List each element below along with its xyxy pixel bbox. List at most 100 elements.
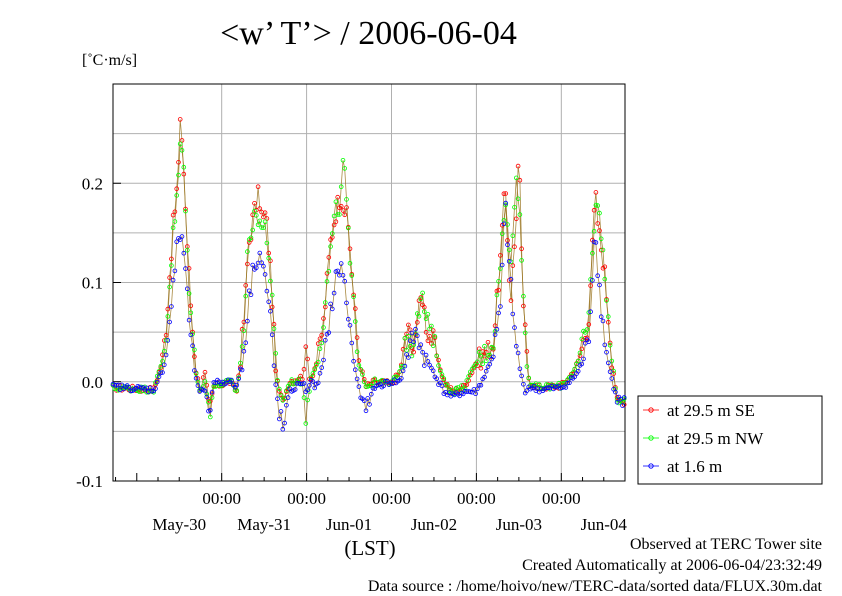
data-point — [278, 409, 284, 414]
data-point — [411, 342, 417, 348]
data-point — [156, 374, 162, 380]
data-point — [310, 371, 316, 376]
data-point — [172, 219, 178, 224]
data-point — [466, 374, 471, 379]
data-point — [315, 359, 321, 365]
data-point — [169, 263, 174, 268]
data-point — [176, 160, 181, 165]
data-point — [512, 325, 517, 330]
data-point — [584, 335, 590, 341]
data-point — [192, 347, 197, 353]
legend-label: at 29.5 m NW — [667, 429, 764, 448]
data-point — [425, 359, 431, 364]
data-point — [459, 383, 464, 388]
x-axis-label: (LST) — [344, 536, 396, 560]
data-point — [505, 242, 510, 248]
data-point — [425, 312, 431, 317]
data-point — [183, 266, 188, 271]
data-point — [420, 290, 425, 296]
data-point — [209, 389, 215, 395]
data-point — [356, 362, 362, 368]
data-point — [421, 304, 427, 310]
data-point — [261, 225, 266, 231]
chart-title: <w’ T’> / 2006-06-04 — [220, 15, 517, 52]
data-point — [483, 368, 489, 374]
data-point — [342, 166, 348, 171]
x-tick-label: 00:00 — [542, 489, 581, 508]
data-point — [515, 163, 521, 169]
data-point — [478, 382, 484, 388]
data-point — [361, 376, 367, 382]
data-point — [600, 247, 606, 253]
data-point — [593, 240, 599, 245]
data-point — [245, 261, 250, 267]
data-point — [361, 379, 367, 385]
data-point — [351, 292, 356, 298]
data-point — [513, 343, 519, 349]
x-date-label: May-31 — [237, 515, 291, 534]
data-point — [492, 332, 498, 338]
data-point — [273, 382, 279, 387]
data-point — [483, 358, 489, 364]
data-point — [418, 342, 424, 348]
data-point — [522, 330, 528, 336]
data-point — [579, 361, 585, 367]
data-point — [271, 326, 277, 332]
data-point — [315, 380, 321, 386]
data-point — [253, 213, 259, 218]
data-point — [496, 310, 501, 316]
data-point — [597, 228, 602, 233]
data-point — [347, 246, 353, 252]
series-group — [110, 117, 627, 432]
data-point — [338, 203, 344, 209]
data-point — [607, 342, 613, 348]
data-point — [162, 348, 167, 354]
data-point — [480, 361, 486, 367]
data-point — [370, 385, 376, 391]
data-point — [248, 235, 254, 241]
data-point — [413, 326, 418, 332]
data-point — [513, 216, 519, 222]
data-point — [185, 248, 190, 253]
data-point — [609, 358, 615, 364]
data-point — [241, 328, 247, 334]
data-point — [526, 375, 531, 381]
x-date-label: Jun-01 — [326, 515, 372, 534]
data-point — [273, 351, 279, 356]
y-tick-label: 0.1 — [82, 274, 103, 293]
data-point — [208, 407, 213, 413]
data-point — [344, 300, 349, 306]
data-point — [411, 349, 417, 355]
data-point — [590, 278, 595, 283]
data-point — [351, 294, 356, 300]
data-point — [322, 304, 328, 310]
data-point — [597, 282, 602, 288]
data-point — [243, 340, 249, 346]
data-point — [268, 308, 273, 314]
data-point — [195, 383, 201, 388]
data-point — [367, 402, 372, 407]
data-point — [611, 371, 616, 376]
data-point — [439, 383, 445, 389]
data-point — [402, 363, 408, 369]
data-point — [188, 310, 194, 316]
data-point — [239, 344, 245, 349]
data-point — [352, 367, 358, 373]
data-point — [321, 357, 326, 363]
data-point — [269, 332, 275, 338]
data-point — [512, 205, 517, 210]
data-point — [434, 376, 440, 382]
data-point — [609, 376, 615, 381]
data-point — [181, 250, 187, 256]
data-point — [179, 234, 185, 239]
data-point — [321, 325, 326, 330]
data-point — [577, 350, 583, 356]
data-point — [285, 395, 291, 400]
data-point — [165, 314, 171, 319]
data-point — [506, 258, 512, 264]
data-point — [262, 272, 268, 277]
data-point — [248, 237, 254, 243]
data-point — [310, 379, 316, 384]
data-point — [524, 349, 530, 354]
